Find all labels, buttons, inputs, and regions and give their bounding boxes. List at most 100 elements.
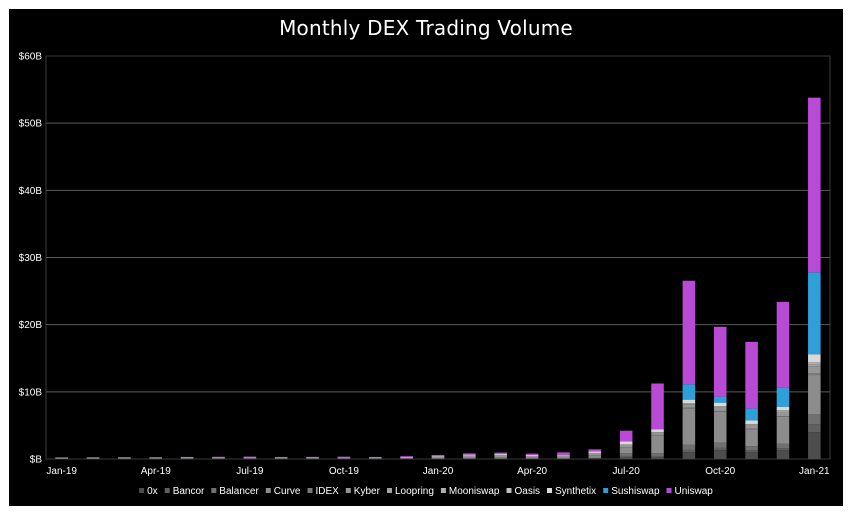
bar-segment-balancer [808, 413, 821, 425]
bar-segment-bancor [212, 458, 225, 459]
bar-segment-0x [588, 458, 602, 459]
bar-segment-uniswap [713, 326, 727, 397]
bar-segment-uniswap [180, 456, 194, 458]
bar-segment-kyber [619, 444, 633, 448]
bar-segment-curve [588, 455, 602, 458]
legend-swatch [547, 488, 552, 493]
bar-segment-oasis [808, 362, 821, 363]
bar-segment-uniswap [369, 456, 382, 458]
legend: 0x Bancor Balancer Curve IDEX Kyber Loopring Mo… [139, 486, 713, 497]
legend-swatch [440, 488, 446, 493]
bar-segment-0x [525, 458, 539, 459]
bar-segment-sushiswap [682, 384, 696, 400]
bar-segment-kyber [274, 457, 288, 459]
legend-item: Curve [265, 486, 301, 497]
bar-segment-curve [682, 408, 696, 445]
legend-item: Balancer [211, 486, 259, 497]
y-tick-label: $50B [19, 119, 43, 130]
bar-segment-loopring [745, 424, 758, 426]
bar-segment-kyber [118, 457, 131, 459]
bar-segment-curve [651, 435, 664, 454]
bar-segment-curve [431, 457, 445, 459]
bar-segment-kyber [525, 455, 539, 458]
bar-segment-0x [713, 450, 727, 459]
bar-segment-kyber [557, 455, 570, 457]
bar-segment-curve [557, 456, 570, 459]
bar-segment-curve [525, 457, 539, 459]
x-tick-label: Apr-20 [517, 466, 547, 477]
legend-label: Loopring [395, 486, 434, 497]
bar-segment-balancer [682, 444, 696, 450]
bar-segment-uniswap [118, 457, 131, 458]
bar-segment-uniswap [808, 97, 821, 273]
bar-segment-sushiswap [776, 387, 790, 407]
legend-swatch [211, 488, 217, 493]
x-tick-label: Jan-21 [799, 466, 830, 477]
legend-swatch [345, 488, 351, 493]
bar-segment-0x [243, 458, 257, 459]
bar-segment-oasis [494, 454, 507, 456]
bar-segment-synthetix [808, 354, 821, 363]
bar-segment-idex [776, 416, 790, 417]
bar-segment-synthetix [494, 454, 507, 455]
x-tick-label: Jan-20 [423, 466, 454, 477]
bar-segment-uniswap [525, 453, 539, 455]
legend-item: Uniswap [666, 486, 714, 497]
bar-segment-curve [745, 429, 758, 447]
bar-segment-kyber [745, 425, 758, 429]
legend-label: IDEX [316, 486, 340, 497]
bar-segment-uniswap [337, 456, 351, 458]
bar-segment-mooniswap [682, 403, 696, 404]
bar-segment-uniswap [400, 456, 413, 457]
bar-segment-uniswap [274, 457, 288, 458]
x-tick-label: Oct-20 [705, 466, 735, 477]
bar-segment-bancor [463, 457, 476, 459]
bar-segment-curve [619, 447, 633, 454]
legend-label: Uniswap [675, 486, 714, 497]
bar-segment-loopring [682, 403, 696, 405]
y-tick-label: $30B [19, 253, 43, 264]
legend-item: Bancor [164, 486, 205, 497]
bar-segment-uniswap [149, 457, 163, 458]
legend-item: Oasis [506, 486, 540, 497]
bar-segment-curve [713, 411, 727, 443]
bar-segment-oasis [243, 457, 257, 458]
bar-segment-synthetix [713, 402, 727, 407]
bar-segment-idex [745, 428, 758, 430]
x-tick-label: Jul-19 [236, 466, 264, 477]
y-tick-label: $B [30, 455, 43, 466]
y-tick-label: $10B [19, 387, 43, 398]
bar-segment-curve [494, 457, 507, 459]
bar-segment-kyber [463, 455, 476, 458]
legend-label: Kyber [354, 486, 381, 497]
bar-segment-bancor [651, 455, 664, 457]
bar-segment-uniswap [243, 456, 257, 458]
y-axis-tick-labels: $B $10B $20B $30B $40B $50B $60B [19, 52, 43, 466]
legend-label: Balancer [219, 486, 259, 497]
bar-segment-idex [713, 410, 727, 412]
x-tick-label: Jan-19 [46, 466, 77, 477]
bar-segment-kyber [808, 366, 821, 374]
bar-segment-loopring [808, 364, 821, 367]
bar-segment-uniswap [431, 454, 445, 457]
bar-segment-bancor [713, 447, 727, 451]
legend-label: Mooniswap [449, 486, 500, 497]
bar-segment-synthetix [619, 441, 633, 445]
legend-item: Sushiswap [603, 486, 660, 497]
bar-segment-kyber [651, 432, 664, 435]
bar-segment-curve [776, 416, 790, 444]
bar-segment-balancer [619, 453, 633, 456]
y-tick-label: $60B [19, 52, 43, 63]
bar-segment-0x [619, 456, 633, 459]
legend-swatch [265, 488, 271, 493]
bar-segment-bancor [682, 449, 696, 453]
bar-segment-balancer [713, 442, 727, 448]
x-tick-label: Apr-19 [141, 466, 171, 477]
bar-segment-kyber [180, 457, 194, 459]
bar-segment-0x [682, 452, 696, 459]
x-tick-label: Jul-20 [613, 466, 641, 477]
legend-swatch [164, 488, 170, 493]
bar-segment-bancor [745, 450, 758, 453]
bar-segment-uniswap [588, 449, 602, 452]
legend-label: 0x [147, 486, 158, 497]
